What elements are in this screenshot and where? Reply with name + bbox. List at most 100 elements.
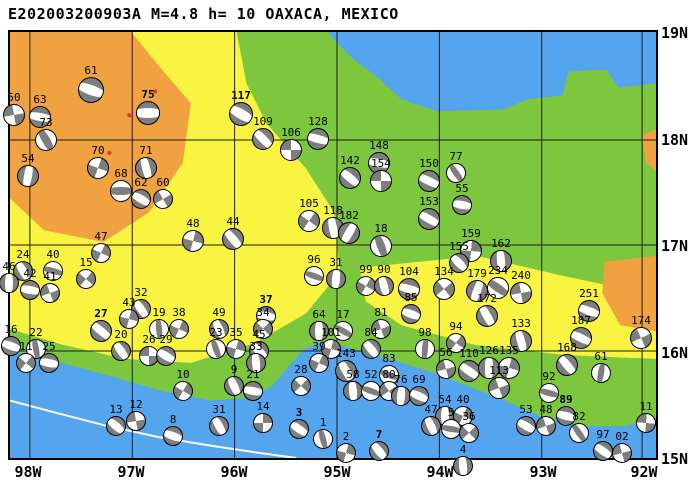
focal-mechanism-label: 98 xyxy=(418,326,432,339)
focal-mechanism-ball xyxy=(179,227,207,255)
focal-mechanism-label: 44 xyxy=(226,215,240,228)
focal-mechanism-label: 99 xyxy=(359,263,373,276)
focal-mechanism-label: 82 xyxy=(572,410,586,423)
focal-mechanism-label: 20 xyxy=(114,328,128,341)
focal-mechanism-label: 1 xyxy=(319,416,327,429)
focal-mechanism-label: 62 xyxy=(134,176,148,189)
focal-mechanism-label: 106 xyxy=(281,126,301,139)
lon-tick-label: 98W xyxy=(14,463,42,481)
focal-mechanism-ball xyxy=(433,356,459,382)
focal-mechanism-ball xyxy=(285,415,313,443)
focal-mechanism-ball xyxy=(414,166,444,196)
focal-mechanism-label: 73 xyxy=(39,116,53,129)
focal-mechanism-label: 8 xyxy=(169,413,177,426)
focal-mechanism-label: 58 xyxy=(346,368,360,381)
focal-mechanism-label: 63 xyxy=(33,93,47,106)
focal-mechanism-label: 23 xyxy=(209,326,223,339)
focal-mechanism-label: 10 xyxy=(176,368,190,381)
focal-mechanism-label: 11 xyxy=(19,340,33,353)
focal-mechanism-ball xyxy=(136,101,160,125)
focal-mechanism-label: 240 xyxy=(511,269,531,282)
focal-mechanism-label: 168 xyxy=(557,341,577,354)
focal-mechanism-label: 15 xyxy=(79,256,93,269)
focal-mechanism-ball xyxy=(15,163,41,189)
lon-tick-label: 97W xyxy=(117,463,145,481)
focal-mechanism-label: 85 xyxy=(404,291,418,304)
focal-mechanism-label: 251 xyxy=(579,287,599,300)
focal-mechanism-label: 174 xyxy=(631,314,651,327)
focal-mechanism-label: 234 xyxy=(488,264,508,277)
focal-mechanism-ball xyxy=(205,412,233,440)
focal-mechanism-label: 61 xyxy=(594,350,608,363)
peak-dot xyxy=(153,89,158,94)
focal-mechanism-label: 41 xyxy=(43,270,57,283)
focal-mechanism-label: 81 xyxy=(374,306,388,319)
focal-mechanism-label: 68 xyxy=(114,167,128,180)
focal-mechanism-label: 29 xyxy=(159,333,173,346)
focal-mechanism-label: 75 xyxy=(141,88,155,101)
focal-mechanism-label: 118 xyxy=(323,204,343,217)
focal-mechanism-label: 21 xyxy=(246,368,260,381)
focal-mechanism-ball xyxy=(366,231,396,261)
focal-mechanism-ball xyxy=(1,102,27,128)
focal-mechanism-ball xyxy=(333,440,359,466)
focal-mechanism-label: 154 xyxy=(371,157,391,170)
focal-mechanism-ball xyxy=(280,139,302,161)
focal-mechanism-ball xyxy=(223,336,249,362)
focal-mechanism-ball xyxy=(370,170,392,192)
focal-mechanism-label: 46 xyxy=(2,260,16,273)
focal-mechanism-ball xyxy=(452,455,474,477)
focal-mechanism-ball xyxy=(508,280,534,306)
focal-mechanism-label: 33 xyxy=(249,340,263,353)
focal-mechanism-label: 3 xyxy=(295,406,303,419)
focal-mechanism-label: 135 xyxy=(499,344,519,357)
focal-mechanism-ball xyxy=(413,203,445,235)
focal-mechanism-label: 02 xyxy=(615,430,629,443)
focal-mechanism-ball xyxy=(149,185,177,213)
focal-mechanism-label: 133 xyxy=(511,317,531,330)
focal-mechanism-label: 64 xyxy=(312,308,326,321)
focal-mechanism-label: 117 xyxy=(231,89,251,102)
focal-mechanism-label: 32 xyxy=(134,286,148,299)
focal-mechanism-label: 5 xyxy=(447,406,455,419)
focal-mechanism-ball xyxy=(310,426,336,452)
focal-mechanism-label: 9 xyxy=(230,363,238,376)
focal-mechanism-label: 45 xyxy=(252,328,266,341)
focal-mechanism-ball xyxy=(286,371,316,401)
focal-mechanism-label: 162 xyxy=(491,237,511,250)
focal-mechanism-label: 49 xyxy=(212,306,226,319)
focal-mechanism-label: 71 xyxy=(139,144,153,157)
focal-mechanism-label: 34 xyxy=(256,306,270,319)
focal-mechanism-ball xyxy=(301,263,327,289)
focal-mechanism-label: 35 xyxy=(229,326,243,339)
focal-mechanism-label: 113 xyxy=(489,364,509,377)
focal-mechanism-label: 52 xyxy=(364,368,378,381)
focal-mechanism-label: 89 xyxy=(559,393,573,406)
focal-mechanism-ball xyxy=(160,423,186,449)
focal-mechanism-label: 26 xyxy=(142,333,156,346)
focal-mechanism-label: 48 xyxy=(186,217,200,230)
focal-mechanism-label: 37 xyxy=(259,293,273,306)
focal-mechanism-label: 83 xyxy=(382,352,396,365)
focal-mechanism-label: 43 xyxy=(122,296,136,309)
focal-mechanism-label: 142 xyxy=(340,154,360,167)
focal-mechanism-label: 97 xyxy=(596,428,610,441)
focal-mechanism-label: 179 xyxy=(467,267,487,280)
focal-mechanism-ball xyxy=(589,361,613,385)
focal-mechanism-ball xyxy=(217,223,249,255)
focal-mechanism-label: 109 xyxy=(253,115,273,128)
focal-mechanism-label: 155 xyxy=(449,240,469,253)
focal-mechanism-label: 31 xyxy=(212,403,226,416)
focal-mechanism-label: 92 xyxy=(542,370,556,383)
focal-mechanism-label: 11 xyxy=(639,400,653,413)
focal-mechanism-label: 39 xyxy=(312,340,326,353)
peak-dot xyxy=(127,113,132,118)
focal-mechanism-ball xyxy=(107,337,135,365)
peak-dot xyxy=(107,150,112,155)
focal-mechanism-label: 159 xyxy=(461,227,481,240)
focal-mechanism-ball xyxy=(18,278,42,302)
focal-mechanism-label: 143 xyxy=(336,347,356,360)
focal-mechanism-label: 24 xyxy=(16,248,30,261)
gulf-of-mexico xyxy=(328,32,656,112)
